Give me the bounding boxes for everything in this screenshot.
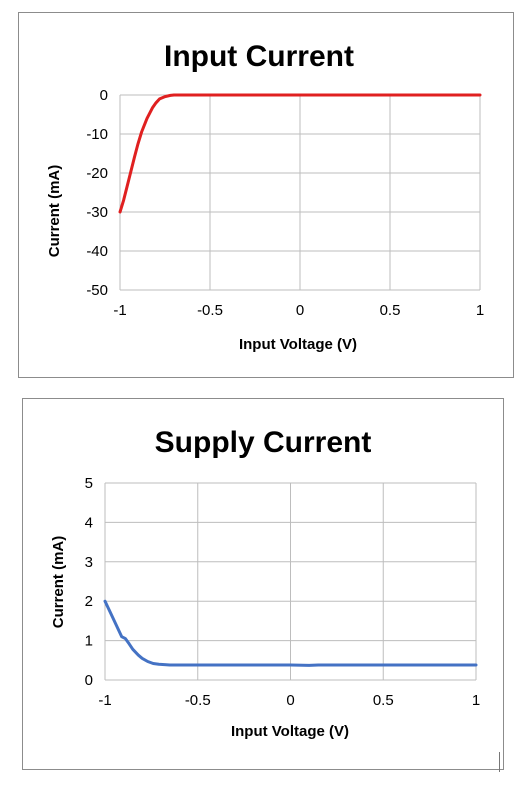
x-tick-label: -0.5 <box>185 692 211 709</box>
y-tick-label: 3 <box>85 554 93 571</box>
x-tick-label: 0 <box>296 302 304 319</box>
y-tick-label: 0 <box>85 672 93 689</box>
y-axis-label: Current (mA) <box>50 536 67 629</box>
y-tick-label: 2 <box>85 593 93 610</box>
x-tick-label: -1 <box>98 692 111 709</box>
x-tick-label: 0 <box>286 692 294 709</box>
y-tick-label: 4 <box>85 514 93 531</box>
series-line <box>118 93 482 214</box>
chart-title: Supply Current <box>155 426 372 459</box>
x-tick-label: 1 <box>472 692 480 709</box>
x-axis-label: Input Voltage (V) <box>239 336 357 353</box>
y-tick-label: 5 <box>85 475 93 492</box>
input-current-chart: Input Current -1 -0.5 0 0.5 1 0 -10 -20 -30 -40 -5… <box>18 12 514 378</box>
x-tick-label: -1 <box>113 302 126 319</box>
y-axis-label: Current (mA) <box>46 165 63 258</box>
x-tick-label: 0.5 <box>380 302 401 319</box>
y-tick-label: 1 <box>85 633 93 650</box>
y-tick-label: 0 <box>100 87 108 104</box>
divider-line <box>499 752 500 772</box>
supply-current-plot: Supply Current -1 -0.5 0 0.5 1 5 4 3 2 1 0 Input V… <box>50 426 480 740</box>
x-tick-label: 1 <box>476 302 484 319</box>
x-tick-label: -0.5 <box>197 302 223 319</box>
x-axis-label: Input Voltage (V) <box>231 723 349 740</box>
series-line <box>103 599 478 667</box>
y-tick-label: -10 <box>86 126 108 143</box>
y-tick-label: -50 <box>86 282 108 299</box>
supply-current-chart: Supply Current -1 -0.5 0 0.5 1 5 4 3 2 1 0 Input V… <box>22 398 504 770</box>
y-tick-label: -40 <box>86 243 108 260</box>
x-tick-label: 0.5 <box>373 692 394 709</box>
y-tick-label: -20 <box>86 165 108 182</box>
input-current-plot: Input Current -1 -0.5 0 0.5 1 0 -10 -20 -30 -40 -5… <box>46 40 484 353</box>
chart-title: Input Current <box>164 40 354 73</box>
y-tick-label: -30 <box>86 204 108 221</box>
